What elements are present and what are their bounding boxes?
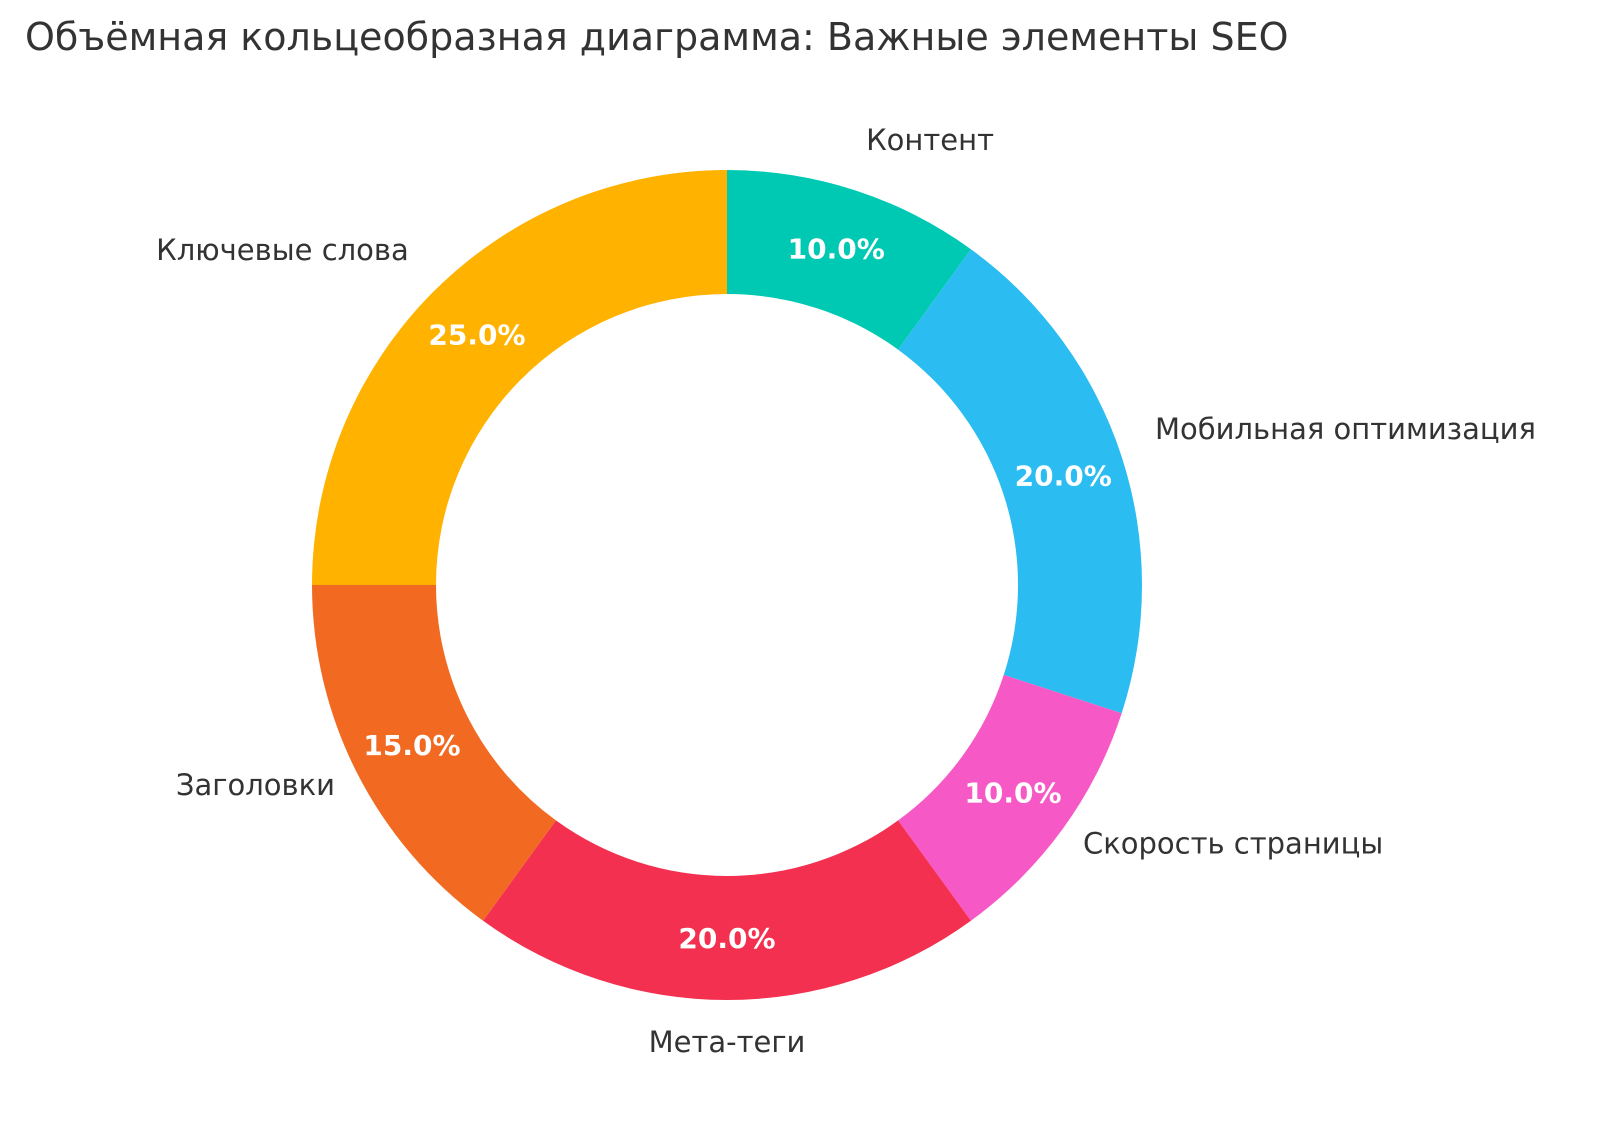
donut-slice-0: [727, 170, 971, 350]
slice-percent-label-1: 20.0%: [1015, 459, 1112, 492]
donut-slice-1: [898, 249, 1142, 714]
donut-slice-4: [312, 585, 556, 921]
slice-category-label-0: Контент: [866, 123, 994, 157]
slice-percent-label-0: 10.0%: [788, 232, 885, 265]
donut-slice-2: [898, 674, 1122, 921]
donut-slice-3: [483, 820, 971, 1000]
donut-slice-5: [312, 170, 727, 585]
slice-percent-label-3: 20.0%: [678, 922, 775, 955]
slice-percent-label-4: 15.0%: [363, 729, 460, 762]
slice-category-label-5: Ключевые слова: [156, 233, 409, 267]
slice-category-label-4: Заголовки: [176, 768, 335, 802]
slice-category-label-3: Мета-теги: [649, 1025, 806, 1059]
slice-category-label-1: Мобильная оптимизация: [1155, 412, 1536, 446]
slice-category-label-2: Скорость страницы: [1083, 827, 1383, 861]
chart-title: Объёмная кольцеобразная диаграмма: Важны…: [25, 15, 1289, 59]
slice-percent-label-5: 25.0%: [428, 319, 525, 352]
slice-percent-label-2: 10.0%: [964, 776, 1061, 809]
